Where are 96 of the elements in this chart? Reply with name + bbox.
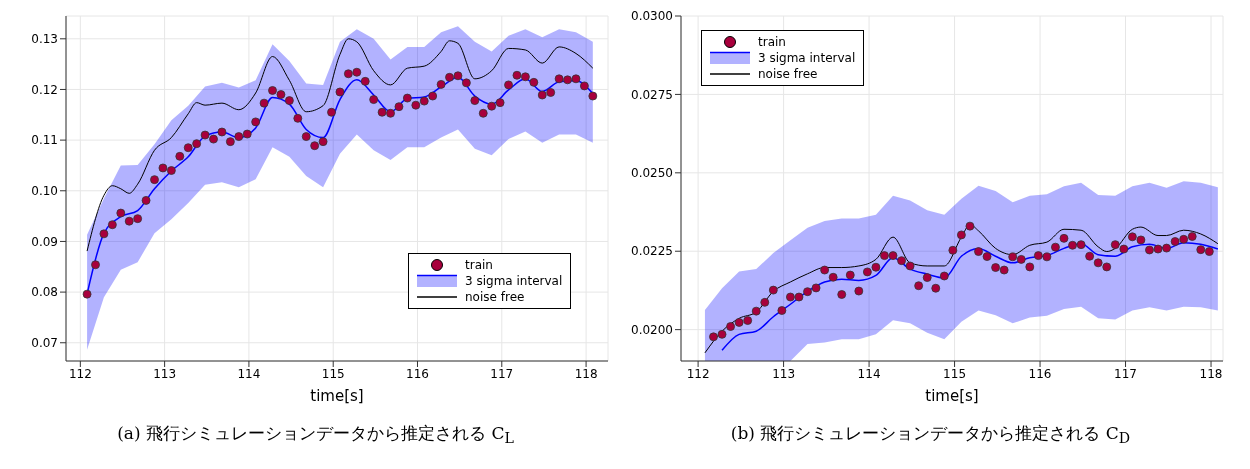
text: (b) 飛行シミュレーションデータから推定される C$_{D}$ (729, 422, 1132, 447)
point (991, 263, 1000, 272)
point (837, 290, 847, 299)
point (717, 329, 727, 339)
point (974, 247, 983, 256)
point (1093, 258, 1103, 268)
y-tick-label: 0.0200 (631, 322, 673, 337)
line-series (86, 38, 594, 252)
point (734, 318, 744, 327)
y-tick-label: 0.0250 (631, 166, 673, 181)
point (786, 292, 795, 302)
point (1042, 252, 1052, 262)
point (828, 272, 838, 282)
point (751, 306, 761, 316)
point (1145, 245, 1154, 255)
point (897, 256, 906, 266)
x-axis-title: time[s] (925, 387, 979, 405)
point (905, 261, 915, 271)
legend-label: train (758, 34, 786, 50)
y-tick-label: 0.13 (31, 32, 58, 47)
y-tick-label: 0.07 (31, 336, 58, 351)
point (1204, 247, 1214, 256)
point (726, 322, 735, 331)
x-tick-label: 112 (68, 366, 92, 381)
y-tick-label: 0.09 (31, 234, 58, 249)
point (777, 306, 787, 315)
legend-label: noise free (465, 289, 525, 305)
point (1119, 244, 1129, 254)
legend-label: 3 sigma interval (465, 273, 563, 289)
y-tick-label: 0.0225 (631, 244, 673, 259)
point (1179, 234, 1189, 244)
legend-label: 3 sigma interval (758, 50, 856, 66)
x-tick-label: 113 (772, 366, 796, 381)
point (1196, 245, 1206, 255)
point (957, 230, 966, 240)
point (939, 271, 949, 281)
point (999, 265, 1009, 275)
text: (a) 飛行シミュレーションデータから推定される C$_{L}$ (116, 422, 515, 447)
point (880, 251, 889, 261)
y-tick-label: 0.0275 (631, 87, 673, 102)
x-tick-label: 115 (943, 366, 967, 381)
point (888, 251, 898, 261)
point (743, 316, 753, 325)
point (1025, 262, 1035, 272)
x-tick-label: 116 (1028, 366, 1052, 381)
point (965, 221, 975, 231)
x-tick-label: 113 (153, 366, 177, 381)
y-tick-label: 0.10 (31, 184, 58, 199)
point (803, 287, 812, 297)
point (854, 286, 864, 296)
point (1153, 244, 1163, 254)
point (760, 297, 770, 307)
x-tick-label: 117 (490, 366, 514, 381)
point (1127, 232, 1137, 242)
point (1051, 242, 1060, 252)
point (1136, 235, 1146, 245)
y-tick-label: 0.0300 (631, 9, 673, 24)
point (922, 273, 932, 282)
point (1162, 243, 1171, 253)
y-tick-label: 0.08 (31, 285, 58, 300)
point (1068, 240, 1077, 250)
x-tick-label: 118 (574, 366, 598, 381)
point (820, 265, 830, 275)
x-tick-label: 114 (857, 366, 881, 381)
point (1016, 254, 1026, 264)
y-tick-label: 0.12 (31, 82, 58, 97)
point (931, 283, 941, 293)
legend-label: noise free (758, 66, 818, 82)
point (862, 267, 872, 277)
x-tick-label: 117 (1114, 366, 1137, 381)
x-tick-label: 116 (406, 366, 429, 381)
point (1076, 240, 1086, 250)
point (845, 270, 855, 280)
x-axis-title: time[s] (310, 387, 364, 405)
y-tick-label: 0.11 (31, 133, 58, 148)
point (811, 283, 821, 293)
point (1187, 232, 1197, 241)
x-tick-label: 115 (321, 366, 345, 381)
point (914, 281, 924, 291)
point (1102, 262, 1112, 272)
x-tick-label: 118 (1199, 366, 1223, 381)
x-tick-label: 112 (686, 366, 710, 381)
point (1033, 251, 1043, 261)
point (1059, 233, 1069, 243)
legend-label: train (465, 257, 493, 273)
point (982, 252, 992, 261)
point (948, 245, 958, 255)
point (768, 285, 778, 295)
point (794, 292, 804, 302)
point (1008, 252, 1018, 262)
point (1110, 240, 1120, 250)
point (709, 332, 718, 342)
point (1085, 251, 1095, 261)
x-tick-label: 114 (237, 366, 261, 381)
point (1170, 237, 1180, 246)
point (871, 262, 881, 272)
